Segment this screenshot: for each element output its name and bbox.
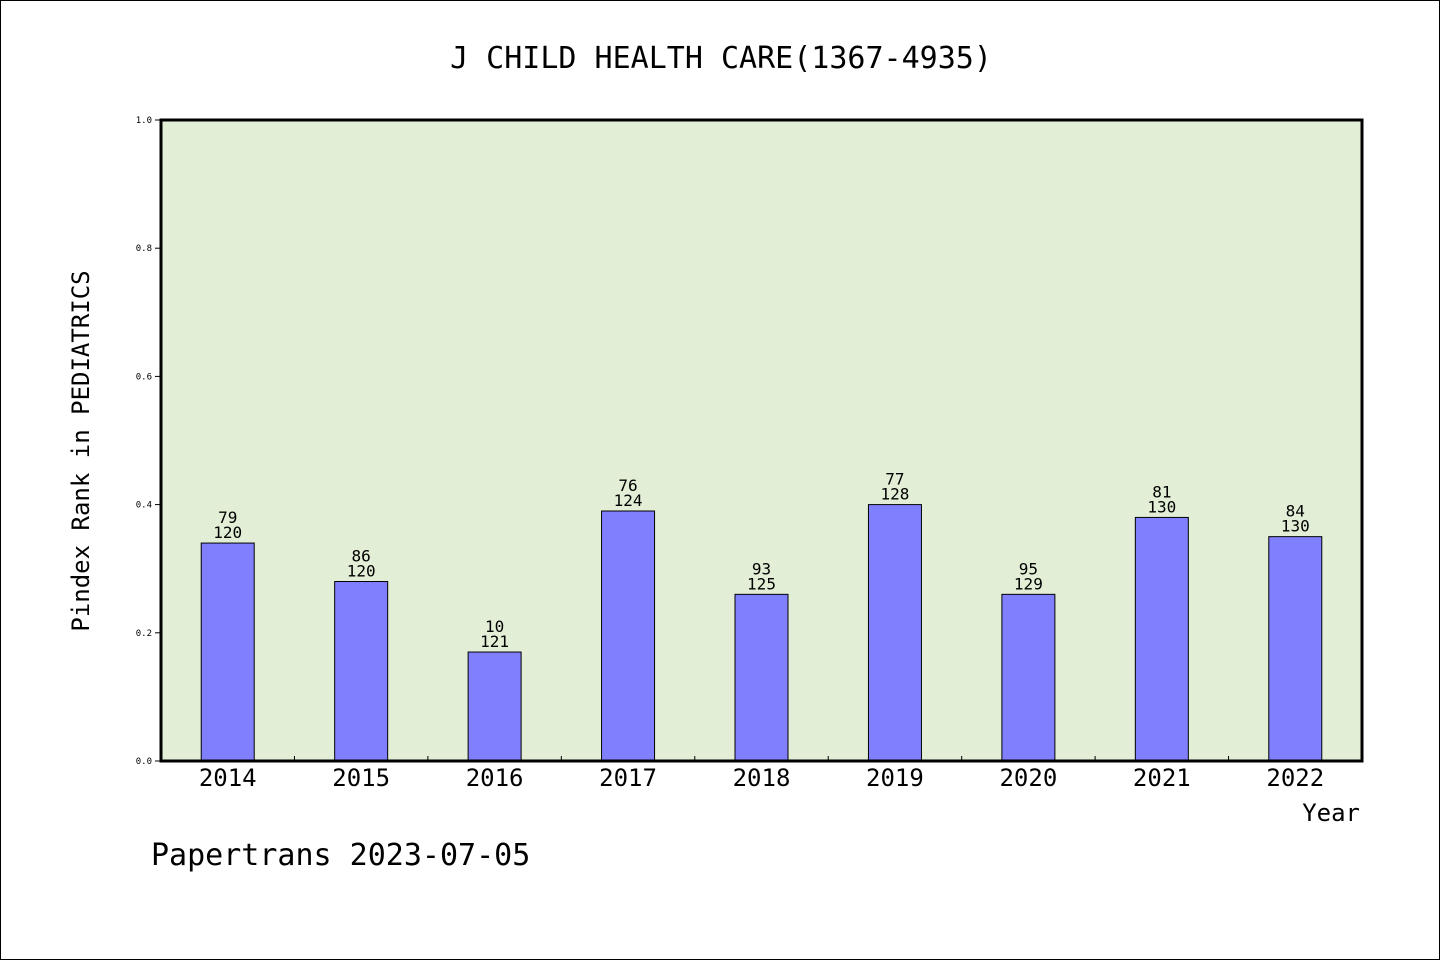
x-tick-label: 2019 — [866, 764, 924, 792]
bar-2015 — [334, 581, 389, 762]
bar-2021 — [1134, 516, 1189, 762]
y-tick-label: 0.2 — [136, 629, 152, 639]
chart-title: J CHILD HEALTH CARE(1367-4935) — [450, 41, 992, 76]
bar-2022 — [1268, 536, 1323, 762]
rank-label: 10 — [485, 617, 504, 636]
rank-label: 84 — [1286, 502, 1305, 521]
x-tick-label: 2015 — [332, 764, 390, 792]
y-tick-label: 1.0 — [136, 116, 152, 126]
footer-credit: Papertrans 2023-07-05 — [151, 838, 530, 873]
total-label: 130 — [1147, 497, 1176, 516]
x-tick-label: 2014 — [199, 764, 257, 792]
y-tick-label: 0.0 — [136, 757, 152, 767]
bar-2016 — [467, 651, 522, 762]
rank-label: 95 — [1019, 559, 1038, 578]
rank-label: 86 — [352, 547, 371, 566]
total-label: 125 — [747, 574, 776, 593]
total-label: 128 — [880, 485, 909, 504]
total-label: 130 — [1281, 517, 1310, 536]
total-label: 120 — [213, 523, 242, 542]
y-tick-label: 0.8 — [136, 244, 152, 254]
bar-2019 — [867, 504, 922, 762]
x-tick-label: 2018 — [733, 764, 791, 792]
x-tick-label: 2020 — [999, 764, 1057, 792]
rank-label: 76 — [618, 476, 637, 495]
rank-label: 77 — [885, 470, 904, 489]
total-label: 129 — [1014, 574, 1043, 593]
x-axis-label: Year — [1302, 799, 1360, 827]
x-tick-label: 2022 — [1266, 764, 1324, 792]
bar-2018 — [734, 593, 789, 762]
y-axis-label: Pindex Rank in PEDIATRICS — [67, 270, 95, 631]
total-label: 120 — [347, 562, 376, 581]
total-label: 124 — [614, 491, 643, 510]
plot-border — [159, 118, 1364, 763]
rank-label: 79 — [218, 508, 237, 527]
rank-label: 93 — [752, 559, 771, 578]
bar-2020 — [1001, 593, 1056, 762]
rank-label: 81 — [1152, 482, 1171, 501]
x-tick-label: 2021 — [1133, 764, 1191, 792]
bar-2017 — [601, 510, 656, 762]
total-label: 121 — [480, 632, 509, 651]
x-tick-label: 2017 — [599, 764, 657, 792]
bar-2014 — [200, 542, 255, 762]
y-tick-label: 0.4 — [136, 501, 152, 511]
y-tick-label: 0.6 — [136, 372, 152, 382]
x-tick-label: 2016 — [466, 764, 524, 792]
